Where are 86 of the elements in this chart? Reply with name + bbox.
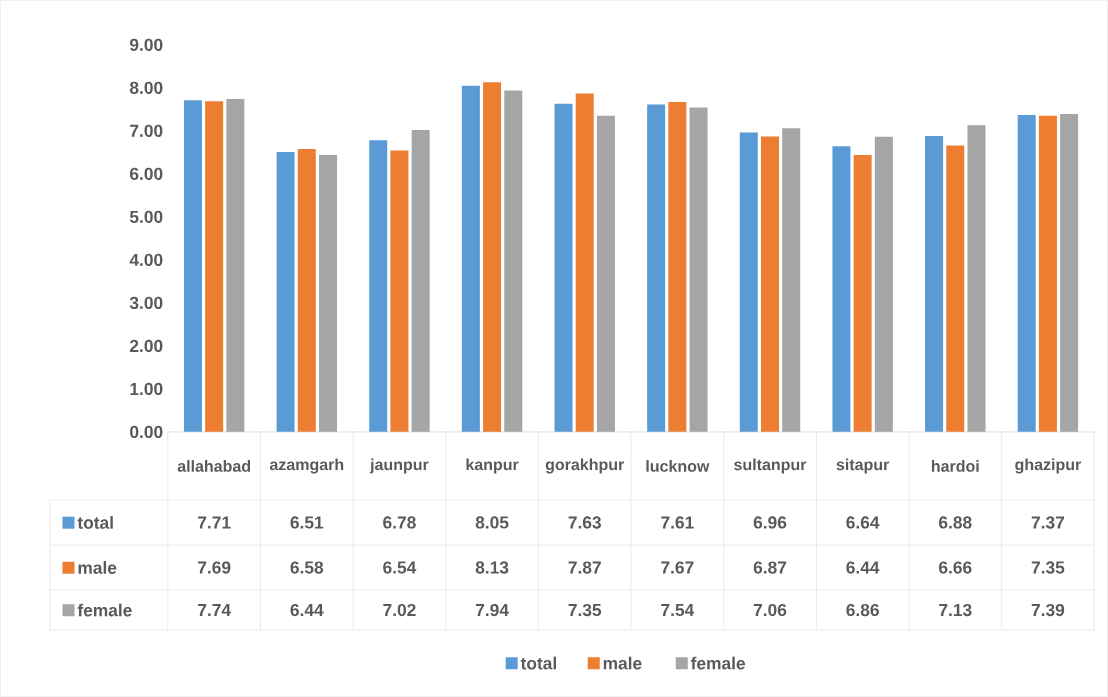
x-tick-label: sultanpur: [734, 458, 807, 474]
bar: [647, 104, 666, 433]
bar: [596, 115, 615, 433]
data-label: 7.35: [568, 603, 602, 617]
bar: [411, 130, 430, 433]
bar: [554, 103, 573, 433]
legend-label: male: [78, 561, 117, 574]
bar: [390, 150, 409, 433]
bar: [1038, 115, 1057, 433]
y-tick-label: 8.00: [129, 81, 163, 95]
x-tick-label: hardoi: [931, 460, 979, 472]
data-label: 7.87: [568, 561, 601, 574]
data-label: 7.13: [939, 603, 972, 617]
bar: [319, 155, 338, 433]
data-label: 8.13: [475, 561, 509, 574]
bar: [832, 146, 851, 433]
bar: [946, 145, 965, 433]
data-label: 6.64: [846, 516, 880, 529]
bar: [925, 136, 944, 433]
y-tick-label: 5.00: [129, 210, 163, 224]
data-label: 7.06: [753, 603, 787, 617]
y-tick-label: 1.00: [130, 382, 163, 396]
bar: [1060, 114, 1079, 433]
bar: [874, 136, 893, 433]
data-label: 6.51: [290, 516, 324, 529]
data-label: 6.96: [753, 516, 787, 529]
x-tick-label: gorakhpur: [545, 458, 625, 474]
data-label: 6.54: [383, 561, 417, 574]
bar: [689, 107, 708, 433]
bar: [504, 90, 523, 433]
y-tick-label: 0.00: [130, 425, 163, 439]
bar: [226, 99, 245, 433]
legend-label: total: [77, 516, 113, 529]
x-tick-label: lucknow: [646, 460, 710, 472]
legend-label: female: [77, 603, 132, 617]
data-label: 6.86: [846, 603, 879, 617]
y-tick-label: 6.00: [130, 167, 163, 181]
bar: [276, 151, 295, 433]
data-label: 6.66: [939, 561, 972, 574]
bar: [483, 82, 502, 433]
data-label: 7.35: [1031, 561, 1065, 574]
text: total: [520, 656, 556, 670]
bar: [575, 93, 594, 433]
data-label: 7.74: [198, 604, 231, 617]
bar: [461, 85, 480, 433]
bar: [967, 125, 986, 433]
bar: [760, 136, 780, 433]
bar: [183, 100, 202, 433]
bar: [205, 101, 224, 433]
data-label: 6.58: [290, 561, 324, 574]
bar: [782, 128, 801, 433]
x-tick-label: kanpur: [466, 458, 519, 474]
bar: [668, 102, 687, 433]
text: female: [690, 656, 746, 670]
bar: [297, 148, 316, 433]
data-label: 6.88: [939, 516, 972, 529]
data-label: 7.69: [198, 561, 231, 574]
data-label: 6.44: [846, 561, 880, 574]
y-tick-label: 3.00: [129, 296, 163, 310]
data-label: 6.78: [383, 516, 416, 529]
y-tick-label: 7.00: [130, 124, 163, 138]
data-label: 7.94: [475, 603, 509, 617]
x-tick-label: sitapur: [836, 458, 890, 474]
data-label: 7.02: [383, 603, 416, 617]
data-label: 7.67: [661, 561, 694, 574]
text: male: [603, 656, 642, 670]
bar: [1017, 114, 1036, 433]
x-tick-label: allahabad: [177, 460, 251, 472]
data-label: 6.44: [290, 603, 324, 617]
data-label: 7.61: [661, 516, 694, 529]
y-tick-label: 4.00: [129, 253, 163, 267]
data-label: 7.37: [1031, 516, 1065, 529]
data-label: 7.39: [1031, 603, 1065, 617]
y-tick-label: 2.00: [129, 339, 163, 353]
bar: [739, 132, 758, 433]
data-label: 8.05: [475, 516, 509, 529]
bar: [853, 155, 872, 433]
x-tick-label: azamgarh: [269, 458, 344, 474]
x-tick-label: ghazipur: [1015, 458, 1082, 474]
data-label: 7.71: [198, 516, 231, 529]
x-tick-label: jaunpur: [369, 458, 429, 474]
data-label: 7.63: [568, 516, 601, 529]
y-tick-label: 9.00: [129, 38, 163, 52]
bar: [369, 140, 388, 433]
data-label: 6.87: [753, 561, 787, 574]
data-label: 7.54: [661, 604, 695, 617]
